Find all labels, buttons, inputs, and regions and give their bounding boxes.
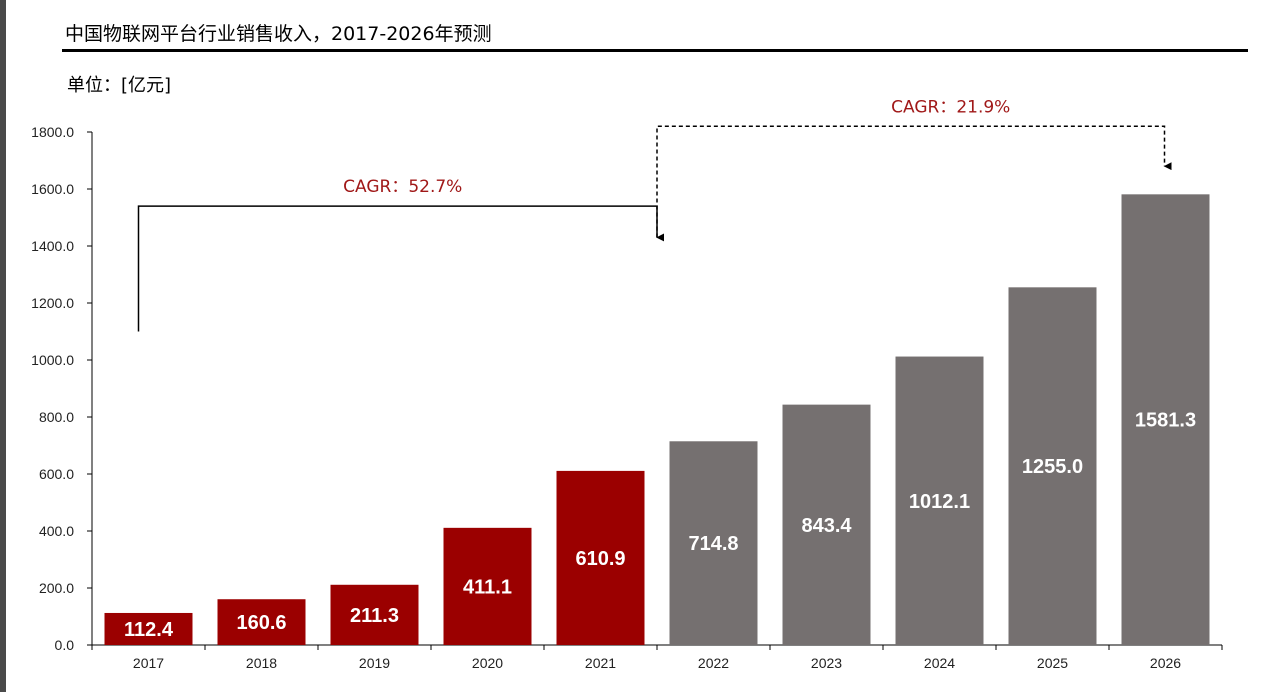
bar-2021 bbox=[556, 470, 645, 645]
x-tick-label: 2022 bbox=[698, 655, 729, 671]
bar-2025 bbox=[1008, 287, 1097, 645]
y-tick-label: 800.0 bbox=[39, 409, 74, 425]
bar-2026 bbox=[1121, 194, 1210, 645]
x-tick-label: 2024 bbox=[924, 655, 955, 671]
window-edge bbox=[0, 0, 6, 692]
y-tick-label: 1800.0 bbox=[31, 124, 74, 140]
x-tick-label: 2017 bbox=[133, 655, 164, 671]
y-tick-label: 1400.0 bbox=[31, 238, 74, 254]
bar-2024 bbox=[895, 356, 984, 645]
y-tick-label: 0.0 bbox=[55, 637, 75, 653]
title-divider bbox=[62, 49, 1248, 52]
bars: 112.4 160.6 211.3 411.1 610.9 714.8 843.4 1012.… bbox=[104, 194, 1210, 645]
data-label: 211.3 bbox=[350, 605, 399, 627]
y-tick-label: 200.0 bbox=[39, 580, 74, 596]
data-label: 160.6 bbox=[236, 612, 286, 634]
y-tick-label: 400.0 bbox=[39, 523, 74, 539]
bar-2022 bbox=[669, 441, 758, 645]
data-label: 1255.0 bbox=[1022, 456, 1083, 478]
data-label: 1581.3 bbox=[1135, 410, 1196, 432]
cagr-label-historical: CAGR：52.7% bbox=[343, 177, 462, 197]
data-label: 1012.1 bbox=[909, 491, 970, 513]
unit-label: 单位：[亿元] bbox=[67, 75, 172, 96]
y-tick-label: 1200.0 bbox=[31, 295, 74, 311]
x-tick-label: 2019 bbox=[359, 655, 390, 671]
cagr-bracket-forecast bbox=[656, 125, 1172, 238]
x-tick-label: 2020 bbox=[472, 655, 503, 671]
x-tick-label: 2023 bbox=[811, 655, 842, 671]
y-tick-label: 1000.0 bbox=[31, 352, 74, 368]
cagr-bracket-historical bbox=[137, 205, 665, 332]
bar-2019 bbox=[330, 584, 419, 645]
bar-2023 bbox=[782, 404, 871, 645]
chart-title: 中国物联网平台行业销售收入，2017-2026年预测 bbox=[65, 23, 492, 45]
data-label: 714.8 bbox=[688, 533, 738, 555]
y-tick-label: 1600.0 bbox=[31, 181, 74, 197]
y-tick-label: 600.0 bbox=[39, 466, 74, 482]
data-label: 610.9 bbox=[575, 548, 625, 570]
x-tick-label: 2018 bbox=[246, 655, 277, 671]
data-label: 411.1 bbox=[463, 576, 512, 598]
bar-2020 bbox=[443, 527, 532, 645]
data-label: 843.4 bbox=[801, 515, 852, 537]
x-tick-label: 2025 bbox=[1037, 655, 1068, 671]
cagr-label-forecast: CAGR：21.9% bbox=[891, 97, 1010, 117]
bar-2018 bbox=[217, 599, 306, 645]
cagr-annotations: CAGR：52.7% CAGR：21.9% bbox=[137, 97, 1172, 332]
x-tick-label: 2026 bbox=[1150, 655, 1181, 671]
bar-2017 bbox=[104, 612, 193, 645]
data-label: 112.4 bbox=[124, 619, 174, 641]
x-tick-label: 2021 bbox=[585, 655, 616, 671]
